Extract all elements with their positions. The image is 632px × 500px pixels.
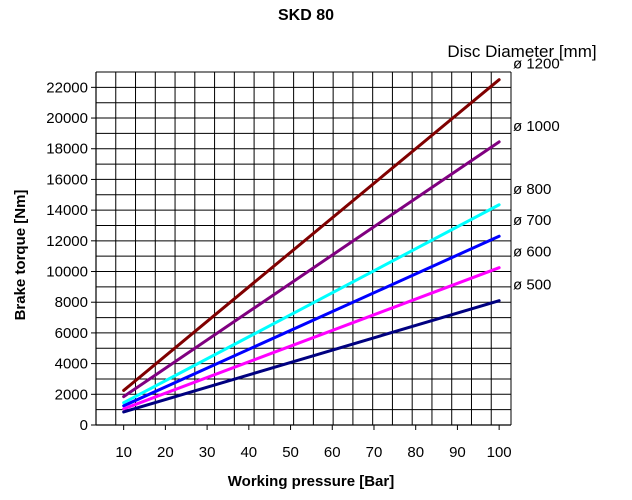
- y-axis-label: Brake torque [Nm]: [12, 190, 29, 321]
- y-tick-label: 22000: [46, 79, 88, 96]
- x-tick-label: 20: [157, 444, 174, 461]
- x-tick-label: 50: [282, 444, 299, 461]
- y-tick-label: 12000: [46, 233, 88, 250]
- series-label-1: ø 1000: [513, 118, 560, 135]
- series-line-2: [122, 203, 501, 405]
- series-line-5: [122, 299, 501, 414]
- series-lines: [122, 78, 501, 414]
- y-tick-label: 20000: [46, 110, 88, 127]
- series-label-0: ø 1200: [513, 56, 560, 73]
- y-tick-label: 4000: [55, 356, 88, 373]
- y-tick-label: 2000: [55, 386, 88, 403]
- series-labels: ø 1200 ø 1000 ø 800 ø 700 ø 600 ø 500: [513, 56, 560, 294]
- x-tick-label: 70: [366, 444, 383, 461]
- series-line-0: [122, 78, 501, 392]
- x-tick-label: 30: [199, 444, 216, 461]
- series-label-4: ø 600: [513, 244, 551, 261]
- y-tick-label: 6000: [55, 325, 88, 342]
- y-tick-label: 14000: [46, 202, 88, 219]
- series-label-5: ø 500: [513, 277, 551, 294]
- y-tick-label: 16000: [46, 171, 88, 188]
- legend-title: Disc Diameter [mm]: [447, 42, 596, 61]
- series-line-4: [122, 266, 501, 411]
- series-line-3: [122, 234, 501, 408]
- y-tick-label: 8000: [55, 294, 88, 311]
- y-tick-label: 0: [80, 417, 88, 434]
- x-axis-label: Working pressure [Bar]: [228, 473, 394, 490]
- chart-title: SKD 80: [278, 7, 334, 24]
- y-tick-label: 10000: [46, 264, 88, 281]
- x-tick-label: 60: [324, 444, 341, 461]
- x-tick-label: 80: [407, 444, 424, 461]
- x-tick-label: 10: [115, 444, 132, 461]
- series-line-1: [122, 140, 501, 399]
- tick-labels: 0 2000 4000 6000 8000 10000 12000 14000 16000 180…: [46, 79, 511, 461]
- x-tick-label: 100: [487, 444, 512, 461]
- y-tick-label: 18000: [46, 141, 88, 158]
- x-tick-label: 40: [240, 444, 257, 461]
- x-tick-label: 90: [449, 444, 466, 461]
- series-label-2: ø 800: [513, 181, 551, 198]
- series-label-3: ø 700: [513, 212, 551, 229]
